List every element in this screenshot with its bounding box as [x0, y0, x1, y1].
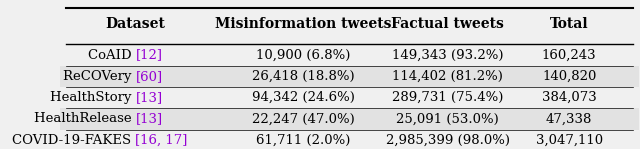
Text: Misinformation tweets: Misinformation tweets [215, 17, 392, 31]
Text: 25,091 (53.0%): 25,091 (53.0%) [396, 112, 499, 125]
FancyBboxPatch shape [60, 87, 639, 108]
Text: 289,731 (75.4%): 289,731 (75.4%) [392, 91, 504, 104]
Text: [60]: [60] [136, 70, 163, 83]
Text: Dataset: Dataset [106, 17, 165, 31]
Text: 2,985,399 (98.0%): 2,985,399 (98.0%) [386, 134, 510, 147]
Text: COVID-19-FAKES: COVID-19-FAKES [12, 134, 136, 147]
Text: ReCOVery: ReCOVery [63, 70, 136, 83]
Text: Total: Total [550, 17, 589, 31]
Text: 10,900 (6.8%): 10,900 (6.8%) [256, 49, 350, 62]
Text: 140,820: 140,820 [542, 70, 596, 83]
Text: CoAID: CoAID [88, 49, 136, 62]
Text: Factual tweets: Factual tweets [391, 17, 504, 31]
Text: 94,342 (24.6%): 94,342 (24.6%) [252, 91, 355, 104]
FancyBboxPatch shape [60, 44, 639, 66]
Text: HealthRelease: HealthRelease [33, 112, 136, 125]
Text: 160,243: 160,243 [542, 49, 596, 62]
Text: 3,047,110: 3,047,110 [536, 134, 603, 147]
Text: HealthStory: HealthStory [50, 91, 136, 104]
Text: 149,343 (93.2%): 149,343 (93.2%) [392, 49, 504, 62]
Text: [12]: [12] [136, 49, 163, 62]
FancyBboxPatch shape [60, 66, 639, 87]
Text: [16, 17]: [16, 17] [136, 134, 188, 147]
Text: 22,247 (47.0%): 22,247 (47.0%) [252, 112, 355, 125]
FancyBboxPatch shape [60, 108, 639, 129]
Text: [13]: [13] [136, 91, 163, 104]
Text: 61,711 (2.0%): 61,711 (2.0%) [256, 134, 350, 147]
Text: 47,338: 47,338 [546, 112, 593, 125]
FancyBboxPatch shape [60, 129, 639, 149]
Text: 384,073: 384,073 [542, 91, 596, 104]
Text: 26,418 (18.8%): 26,418 (18.8%) [252, 70, 355, 83]
Text: 114,402 (81.2%): 114,402 (81.2%) [392, 70, 503, 83]
Text: [13]: [13] [136, 112, 163, 125]
